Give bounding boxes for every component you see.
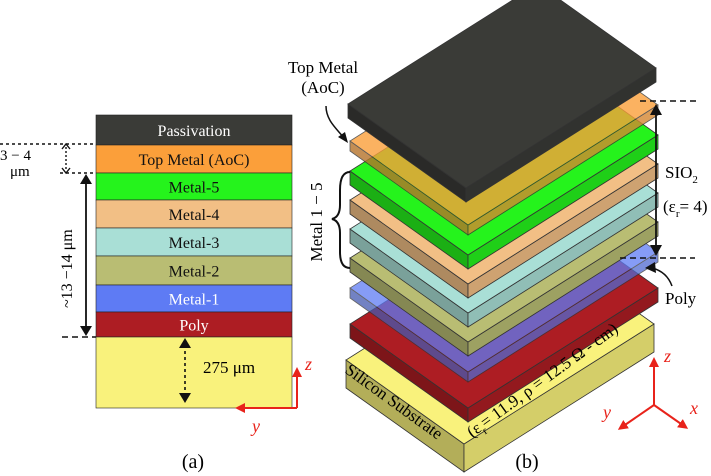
layer-passivation: Passivation [95, 114, 293, 146]
top-metal-label-line1: Top Metal [288, 58, 358, 77]
layer-metal-1: Metal-1 [95, 284, 293, 313]
layer-metal-2: Metal-2 [95, 255, 293, 286]
layer-metal-4: Metal-4 [95, 199, 293, 229]
slab-passivation [347, 0, 657, 203]
axes-xyz: z y x [601, 346, 698, 430]
axes-yz: z y [235, 354, 312, 436]
poly-pointer-head [645, 262, 656, 273]
layer-rect [95, 227, 293, 257]
substrate-thickness-dimension: 275 μm [179, 338, 255, 403]
layer-rect [95, 255, 293, 286]
top-metal-thickness-dimension: 3 − 4 μm [0, 142, 71, 180]
axis-x-label-b: x [689, 398, 698, 418]
metal-range-label: Metal 1 − 5 [307, 183, 326, 262]
layer-label: Metal-5 [169, 180, 220, 197]
layer-label: Metal-1 [169, 292, 220, 309]
layer-label: Passivation [158, 123, 231, 140]
sio2-permittivity: (εr= 4) [663, 197, 707, 220]
axis-y-label-b: y [601, 402, 611, 422]
top-metal-pointer [325, 105, 345, 139]
axis-y-label: y [250, 416, 260, 436]
layer-stack: Passivation Top Metal (AoC) Metal-5 Metal-4… [95, 114, 293, 409]
layer-label: Metal-2 [169, 264, 220, 281]
layer-metal-3: Metal-3 [95, 227, 293, 257]
axis-z-label-b: z [663, 346, 671, 366]
layer-label: Top Metal (AoC) [139, 152, 250, 169]
layer-rect [95, 144, 293, 174]
metal-range-brace [331, 171, 351, 269]
top-metal-pointer-head [338, 132, 348, 143]
sio2-dimension: SIO2 (εr= 4) [620, 100, 707, 259]
layer-poly: Poly [95, 311, 293, 338]
caption-a: (a) [182, 451, 204, 473]
panel-b-exploded-3d: Top Metal (AoC) Metal 1 − 5 SIO2 (εr= 4)… [288, 0, 707, 473]
layer-rect [95, 172, 293, 201]
layer-substrate [95, 336, 293, 409]
top-metal-thickness-line2: μm [10, 164, 30, 180]
layer-label: Metal-3 [169, 235, 220, 252]
stack-thickness-label: ~13 −14 μm [59, 229, 76, 308]
panel-a-cross-section: Passivation Top Metal (AoC) Metal-5 Metal-4… [0, 114, 312, 473]
top-metal-label-line2: (AoC) [301, 78, 344, 97]
layer-rect [95, 311, 293, 338]
stack-thickness-dimension: ~13 −14 μm [59, 174, 92, 336]
slab-top [347, 0, 657, 189]
top-metal-thickness-line1: 3 − 4 [0, 148, 31, 164]
layer-label: Metal-4 [169, 207, 220, 224]
substrate-thickness-label: 275 μm [203, 358, 255, 377]
layer-rect [95, 336, 293, 409]
layer-label: Poly [179, 318, 208, 335]
layer-rect [95, 114, 293, 146]
layer-rect [95, 199, 293, 229]
layer-top-metal-aoc: Top Metal (AoC) [95, 144, 293, 174]
caption-b: (b) [515, 451, 538, 473]
poly-label: Poly [665, 289, 697, 308]
sio2-label: SIO2 [665, 163, 698, 186]
axis-z-label: z [304, 354, 312, 374]
exploded-layer-stack [345, 0, 659, 473]
layer-metal-5: Metal-5 [95, 172, 293, 201]
